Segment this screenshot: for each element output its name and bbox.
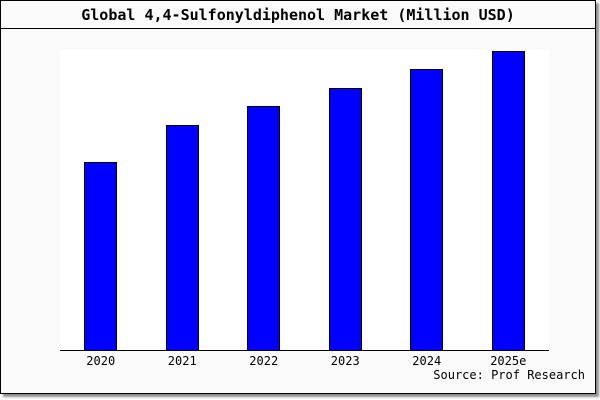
x-axis-ticks: 2020 2021 2022 2023 2024 2025e xyxy=(60,354,549,368)
x-tick-2023: 2023 xyxy=(330,354,360,368)
x-tick-2020: 2020 xyxy=(86,354,116,368)
bar-2024 xyxy=(410,68,444,350)
x-tick-2021: 2021 xyxy=(167,354,197,368)
x-tick-2024: 2024 xyxy=(412,354,442,368)
bar-slot-2020 xyxy=(60,50,142,350)
source-credit: Source: Prof Research xyxy=(433,368,585,382)
bar-2025e xyxy=(491,50,525,350)
x-tick-2025e: 2025e xyxy=(490,354,527,368)
plot-area xyxy=(60,50,549,351)
chart-title: Global 4,4-Sulfonyldiphenol Market (Mill… xyxy=(81,6,515,24)
bar-2022 xyxy=(247,106,281,350)
bar-2020 xyxy=(84,161,118,350)
bar-2021 xyxy=(165,125,199,350)
bar-slot-2023 xyxy=(305,50,387,350)
chart-panel: Global 4,4-Sulfonyldiphenol Market (Mill… xyxy=(0,0,596,394)
bar-slot-2025e xyxy=(468,50,550,350)
bar-slot-2022 xyxy=(223,50,305,350)
bar-2023 xyxy=(328,88,362,350)
bar-slot-2021 xyxy=(142,50,224,350)
x-tick-2022: 2022 xyxy=(249,354,279,368)
title-divider xyxy=(1,28,595,29)
bar-slot-2024 xyxy=(386,50,468,350)
